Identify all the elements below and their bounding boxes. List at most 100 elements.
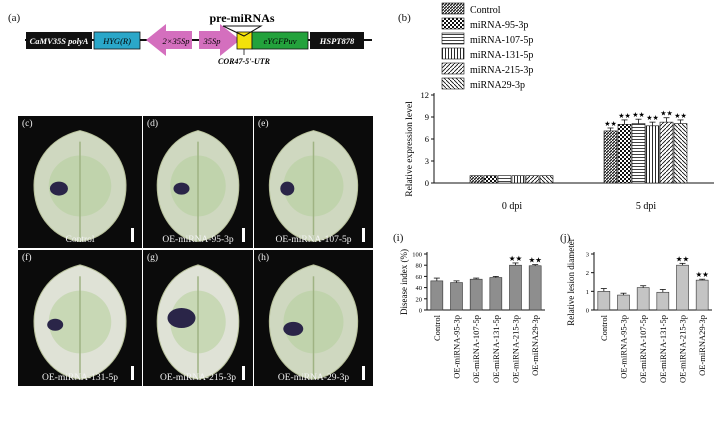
chart-i-ytick-label-1: 20 (416, 296, 423, 303)
leaf-photo-1: (d) OE-miRNA-95-3p (143, 116, 253, 248)
legend-label-0: Control (470, 5, 501, 16)
legend-swatch-0 (441, 2, 465, 15)
legend-swatch-1 (441, 17, 465, 30)
segment-hyg-text: HYG(R) (102, 36, 131, 46)
chart-i: 0 20 40 60 80 100 Control OE-miRNA-95-3p OE-miR… (399, 249, 545, 383)
chart-b-ytick-label-2: 6 (425, 134, 429, 144)
chart-b-ylabel: Relative expression level (405, 101, 415, 197)
legend-label-1: miRNA-95-3p (470, 20, 528, 31)
chart-i-xlabel-5: OE-miRNA29-3p (530, 315, 540, 376)
chart-b-ytick-label-0: 0 (425, 178, 429, 188)
panel-j-label: (j) (560, 232, 571, 244)
chart-i-ylabel: Disease index (%) (399, 249, 409, 315)
leaf-panel-label-4: (g) (147, 253, 159, 263)
leaf-caption-3: OE-miRNA-131-5p (42, 373, 118, 383)
chart-b-bar-0-5 (539, 175, 554, 184)
leaf-lesion-3 (47, 318, 64, 331)
chart-b-bar-0-3 (511, 175, 526, 184)
chart-j-bar-4 (676, 264, 689, 311)
chart-b-bar-1-4 (659, 121, 674, 184)
chart-b-xlabel-0: 0 dpi (502, 201, 523, 212)
chart-b-bar-0-2 (497, 175, 512, 184)
chart-b-sig-1-4: ★★ (660, 110, 673, 118)
leaf-lesion-2 (280, 181, 295, 196)
leaf-panel-label-3: (f) (22, 253, 32, 263)
panel-a-label: (a) (8, 12, 21, 24)
leaf-caption-0: Control (65, 235, 95, 245)
chart-j-bar-3 (656, 291, 670, 311)
legend-swatch-5 (441, 77, 465, 90)
leaf-caption-5: OE-miRNA-29-3p (277, 373, 350, 383)
leaf-photo-5: (h) OE-miRNA-29-3p (254, 250, 373, 386)
chart-b-sig-1-3: ★★ (646, 114, 659, 122)
segment-35sp-arrow (199, 24, 240, 56)
chart-b-ytick-label-1: 3 (425, 156, 429, 166)
construct-diagram: CaMV35S polyA HYG(R) 2×35Sp 35Sp eYGFPuv… (25, 11, 372, 66)
chart-j-ytick-label-2: 2 (586, 270, 589, 277)
leaf-scale-bar-1 (242, 228, 245, 242)
leaf-lesion-0 (49, 181, 68, 196)
chart-i-ytick-label-5: 100 (412, 252, 422, 259)
chart-i-bar-5 (528, 265, 542, 311)
chart-i-xlabel-0: Control (432, 314, 442, 341)
chart-b-bar-0-0 (469, 175, 484, 184)
chart-j-bar-1 (617, 294, 630, 311)
leaf-scale-bar-3 (131, 366, 134, 380)
leaf-scale-bar-4 (242, 366, 245, 380)
leaf-lesion-5 (283, 321, 304, 336)
chart-i-xlabel-4: OE-miRNA-215-3p (511, 315, 521, 383)
legend-swatch-3 (441, 47, 465, 60)
chart-i-bar-1 (450, 282, 463, 311)
chart-j-bar-0 (597, 291, 611, 311)
utr-label: COR47-5'-UTR (218, 57, 271, 66)
chart-b-bar-1-3 (645, 125, 660, 184)
chart-j-xlabel-3: OE-miRNA-131-5p (658, 315, 668, 383)
leaf-scale-bar-5 (362, 366, 365, 380)
segment-35sp-text: 35Sp (203, 36, 221, 46)
chart-j-bar-5 (695, 279, 709, 311)
pre-mirnas-title: pre-miRNAs (209, 11, 274, 25)
chart-j-xlabel-2: OE-miRNA-107-5p (638, 315, 648, 383)
chart-i-sig-4: ★★ (509, 254, 523, 263)
leaf-panel-label-2: (e) (258, 119, 269, 129)
chart-i-bar-3 (489, 277, 503, 311)
chart-b-ytick-label-3: 9 (425, 112, 429, 122)
chart-i-xlabel-3: OE-miRNA-131-5p (491, 315, 501, 383)
chart-b-bar-0-1 (483, 175, 498, 184)
leaf-scale-bar-0 (131, 228, 134, 242)
chart-b-sig-1-1: ★★ (618, 112, 631, 120)
chart-i-bar-0 (430, 280, 444, 311)
legend-swatch-4 (441, 62, 465, 75)
chart-b-bar-1-2 (631, 123, 646, 184)
chart-j-xlabel-5: OE-miRNA29-3p (697, 315, 707, 376)
leaf-caption-1: OE-miRNA-95-3p (162, 235, 234, 245)
segment-2x35sp-text: 2×35Sp (163, 36, 190, 46)
chart-i-ytick-label-2: 40 (416, 285, 423, 292)
leaf-caption-4: OE-miRNA-215-3p (160, 373, 236, 383)
chart-j-xlabel-1: OE-miRNA-95-3p (619, 315, 629, 379)
chart-i-sig-5: ★★ (528, 256, 542, 265)
segment-polya (26, 32, 92, 49)
segment-hyg (93, 31, 141, 50)
segment-hspt (310, 32, 364, 49)
leaf-lesion-1 (173, 182, 190, 195)
chart-b-sig-1-0: ★★ (604, 120, 617, 128)
leaf-panel-label-0: (c) (22, 119, 33, 129)
panel-b-label: (b) (398, 12, 411, 24)
chart-i-bar-2 (469, 278, 483, 311)
legend-label-2: miRNA-107-5p (470, 35, 533, 46)
chart-b-sig-1-5: ★★ (674, 112, 687, 120)
chart-j-sig-5: ★★ (695, 270, 709, 279)
legend-label-3: miRNA-131-5p (470, 50, 533, 61)
panel-i-label: (i) (393, 232, 404, 244)
chart-b-bar-1-5 (673, 123, 688, 184)
chart-j-xlabel-4: OE-miRNA-215-3p (678, 315, 688, 383)
legend-label-4: miRNA-215-3p (470, 65, 533, 76)
leaf-photo-0: (c) Control (18, 116, 142, 248)
chart-b: Control miRNA-95-3p miRNA-107-5p miRNA-131-… (405, 2, 714, 212)
leaf-panel-label-5: (h) (258, 253, 270, 263)
segment-2x35sp-arrow (146, 24, 192, 56)
leaf-panel-label-1: (d) (147, 119, 159, 129)
chart-j-xlabel-0: Control (599, 314, 609, 341)
legend-label-5: miRNA29-3p (470, 80, 525, 91)
